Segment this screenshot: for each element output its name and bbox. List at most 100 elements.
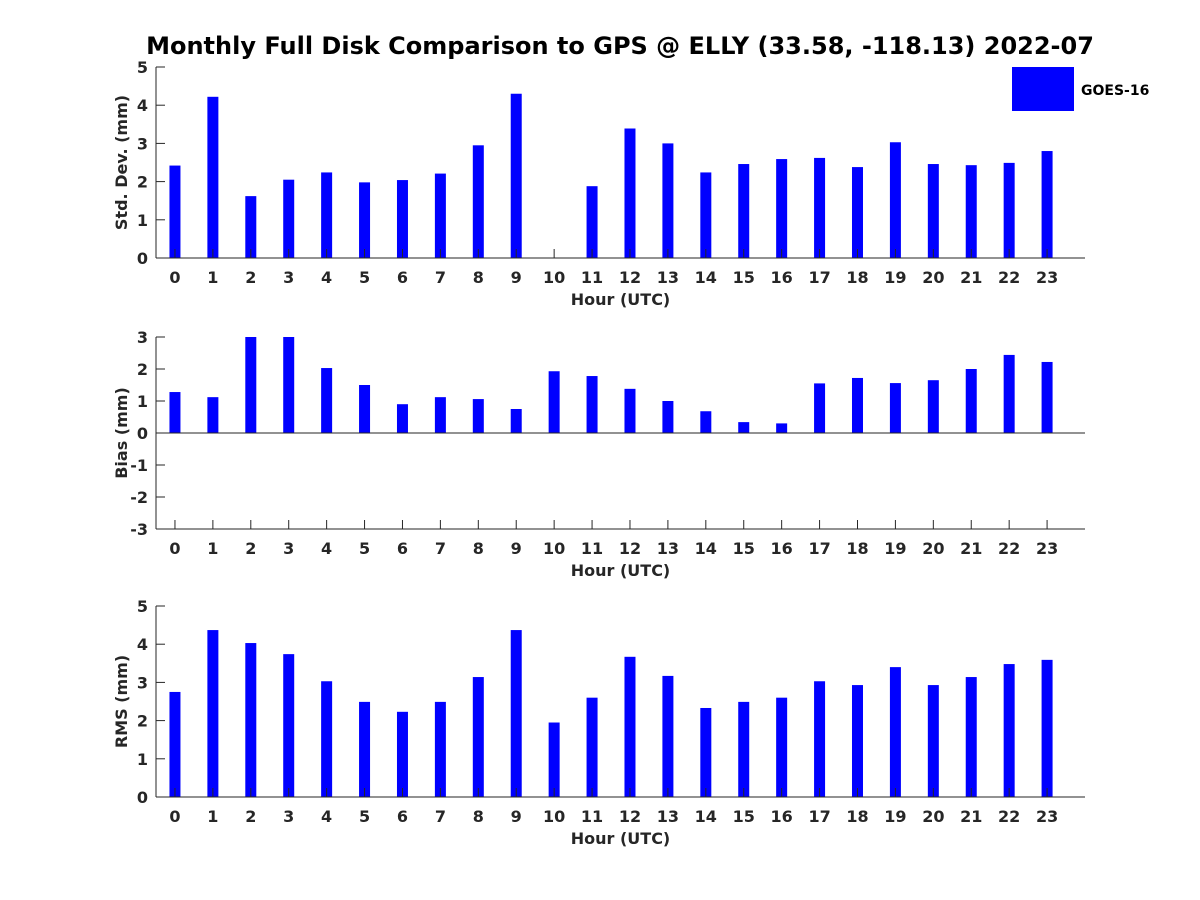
legend-swatch: [1012, 67, 1074, 111]
x-tick-label: 7: [435, 539, 446, 558]
bar-rms-hour-6: [396, 711, 408, 797]
x-tick-label: 4: [321, 268, 332, 287]
bar-bias-hour-11: [586, 376, 598, 433]
x-tick-label: 3: [283, 268, 294, 287]
y-tick-label: 4: [137, 635, 148, 654]
x-tick-label: 16: [771, 268, 793, 287]
bar-std-dev-hour-12: [624, 128, 636, 258]
x-tick-label: 0: [169, 268, 180, 287]
x-tick-label: 20: [922, 539, 944, 558]
bar-rms-hour-15: [738, 701, 750, 797]
x-axis-label: Hour (UTC): [571, 290, 671, 309]
x-tick-label: 22: [998, 539, 1020, 558]
bar-rms-hour-9: [510, 630, 522, 797]
bar-rms-hour-0: [169, 691, 181, 797]
x-tick-label: 0: [169, 539, 180, 558]
bar-rms-hour-3: [283, 654, 295, 797]
bar-bias-hour-5: [359, 385, 371, 433]
bar-bias-hour-12: [624, 388, 636, 433]
x-tick-label: 8: [473, 807, 484, 826]
bar-bias-hour-22: [1003, 354, 1015, 433]
y-tick-label: 3: [137, 673, 148, 692]
bar-std-dev-hour-0: [169, 165, 181, 258]
bar-std-dev-hour-11: [586, 186, 598, 258]
bar-bias-hour-16: [776, 423, 788, 433]
x-tick-label: 7: [435, 268, 446, 287]
x-tick-label: 2: [245, 807, 256, 826]
x-tick-label: 8: [473, 539, 484, 558]
bar-bias-hour-3: [283, 337, 295, 433]
x-tick-label: 21: [960, 807, 982, 826]
x-tick-label: 21: [960, 268, 982, 287]
bar-std-dev-hour-16: [776, 159, 788, 258]
bar-bias-hour-7: [434, 397, 446, 433]
x-tick-label: 0: [169, 807, 180, 826]
bar-bias-hour-1: [207, 397, 219, 433]
x-tick-label: 12: [619, 807, 641, 826]
x-tick-label: 17: [808, 807, 830, 826]
x-tick-label: 1: [207, 807, 218, 826]
bar-rms-hour-17: [814, 681, 826, 797]
y-tick-label: 2: [137, 360, 148, 379]
bar-rms-hour-7: [434, 701, 446, 797]
bar-bias-hour-13: [662, 401, 674, 433]
bar-rms-hour-16: [776, 697, 788, 797]
bar-std-dev-hour-6: [396, 180, 408, 258]
bar-std-dev-hour-23: [1041, 151, 1053, 258]
x-tick-label: 10: [543, 268, 565, 287]
y-tick-label: 1: [137, 750, 148, 769]
bar-rms-hour-2: [245, 643, 257, 797]
bar-std-dev-hour-21: [965, 165, 977, 258]
x-tick-label: 14: [695, 268, 717, 287]
x-tick-label: 18: [846, 268, 868, 287]
y-axis-label: Std. Dev. (mm): [112, 95, 131, 230]
y-tick-label: 0: [137, 424, 148, 443]
x-tick-label: 22: [998, 268, 1020, 287]
x-tick-label: 11: [581, 268, 603, 287]
legend: GOES-16: [1012, 67, 1149, 111]
x-tick-label: 8: [473, 268, 484, 287]
bar-rms-hour-5: [359, 701, 371, 797]
bar-bias-hour-6: [396, 404, 408, 433]
y-axis-label: Bias (mm): [112, 387, 131, 479]
x-axis-label: Hour (UTC): [571, 829, 671, 848]
y-tick-label: 0: [137, 249, 148, 268]
x-tick-label: 9: [511, 268, 522, 287]
x-tick-label: 7: [435, 807, 446, 826]
bar-bias-hour-21: [965, 369, 977, 433]
bar-rms-hour-18: [851, 685, 863, 797]
bar-bias-hour-4: [321, 368, 333, 433]
x-tick-label: 4: [321, 539, 332, 558]
bar-std-dev-hour-18: [851, 167, 863, 258]
x-tick-label: 4: [321, 807, 332, 826]
legend-label: GOES-16: [1081, 83, 1149, 99]
x-tick-label: 14: [695, 807, 717, 826]
y-tick-label: -1: [130, 456, 148, 475]
bar-std-dev-hour-1: [207, 96, 219, 258]
bar-std-dev-hour-15: [738, 164, 750, 258]
x-tick-label: 15: [733, 268, 755, 287]
x-tick-label: 23: [1036, 539, 1058, 558]
bar-std-dev-hour-3: [283, 179, 295, 258]
bar-bias-hour-19: [889, 383, 901, 433]
x-tick-label: 23: [1036, 268, 1058, 287]
x-tick-label: 10: [543, 807, 565, 826]
y-tick-label: -3: [130, 520, 148, 539]
x-tick-label: 2: [245, 268, 256, 287]
x-tick-label: 9: [511, 807, 522, 826]
y-tick-label: 2: [137, 173, 148, 192]
x-tick-label: 5: [359, 539, 370, 558]
figure-title: Monthly Full Disk Comparison to GPS @ EL…: [146, 32, 1094, 60]
y-tick-label: 5: [137, 58, 148, 77]
x-tick-label: 13: [657, 268, 679, 287]
bar-bias-hour-8: [472, 399, 484, 433]
x-tick-label: 20: [922, 268, 944, 287]
bar-std-dev-hour-4: [321, 172, 333, 258]
bar-rms-hour-10: [548, 722, 560, 797]
bar-rms-hour-4: [321, 681, 333, 797]
